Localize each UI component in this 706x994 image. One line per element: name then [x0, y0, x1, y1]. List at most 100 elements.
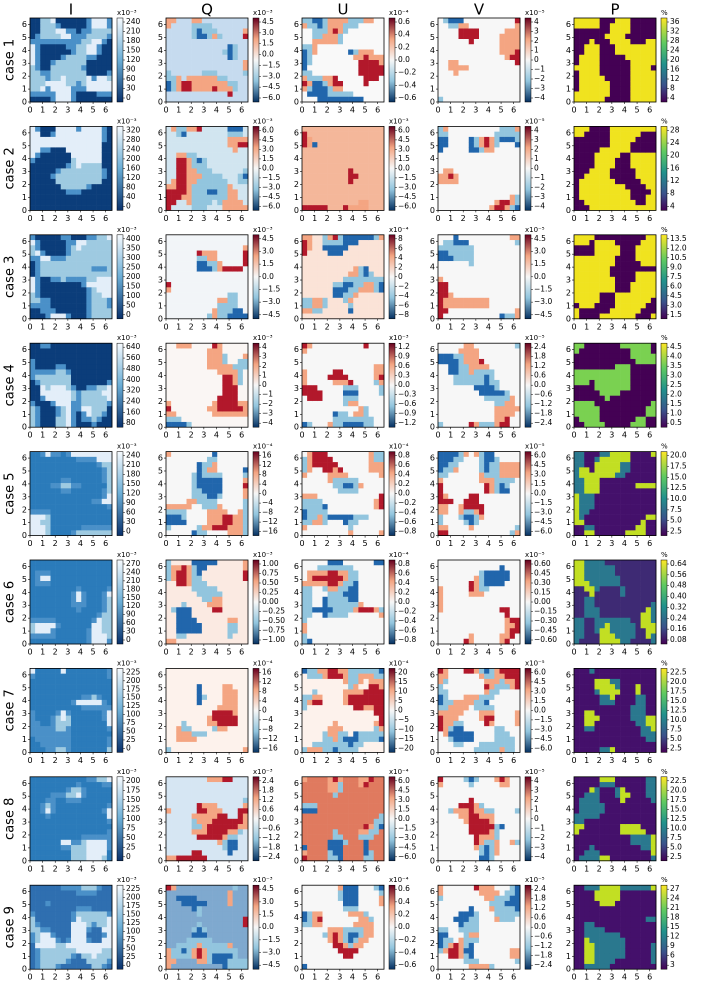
heatmap-cell [358, 23, 364, 29]
y-tick-label: 2 [294, 180, 299, 189]
heatmap-cell [191, 287, 198, 293]
heatmap-cell [640, 245, 647, 251]
heatmap-cell [514, 142, 521, 148]
heatmap-cell [348, 65, 354, 71]
colorbar-tick-label: 10.5 [670, 253, 687, 262]
heatmap-cell [232, 184, 239, 190]
heatmap-cell [373, 81, 380, 87]
heatmap-cell [237, 28, 244, 35]
heatmap-cell [312, 245, 318, 251]
heatmap-cell [438, 136, 444, 143]
heatmap-cell [176, 131, 182, 138]
heatmap-cell [171, 406, 177, 412]
heatmap-cell [473, 173, 480, 180]
heatmap-cell [473, 194, 480, 201]
heatmap-cell [176, 261, 182, 267]
heatmap-cell [504, 96, 511, 103]
heatmap-cell [589, 44, 595, 50]
heatmap-cell [599, 54, 606, 61]
heatmap-cell [176, 168, 182, 174]
heatmap-cell [317, 297, 323, 304]
heatmap-cell [166, 147, 172, 153]
heatmap-cell [579, 178, 585, 185]
heatmap-cell [91, 245, 97, 251]
heatmap-cell [353, 157, 359, 164]
heatmap-cell [579, 313, 585, 320]
heatmap-cell [604, 168, 611, 174]
heatmap-cell [196, 276, 203, 283]
heatmap-cell [650, 142, 657, 148]
x-tick-label: 6 [375, 106, 380, 115]
y-tick-label: 5 [430, 141, 435, 150]
heatmap-cell [45, 199, 51, 206]
heatmap-cell [509, 33, 516, 40]
y-tick-label: 0 [22, 423, 27, 432]
heatmap-cell [191, 245, 198, 251]
heatmap-cell [635, 65, 641, 71]
heatmap-cell [458, 44, 464, 50]
heatmap-cell [635, 152, 641, 159]
heatmap-cell [625, 178, 631, 185]
heatmap-cell [40, 343, 46, 349]
colorbar-tick-label: 60 [126, 74, 136, 83]
heatmap-cell [368, 142, 375, 148]
heatmap-cell [312, 234, 318, 241]
heatmap-cell [489, 303, 495, 309]
colorbar-tick-label: 0.0 [262, 163, 274, 172]
heatmap-cell [494, 189, 500, 195]
heatmap-cell [71, 353, 77, 360]
heatmap-cell [232, 126, 239, 132]
heatmap-cell [196, 44, 203, 50]
heatmap-cell [227, 261, 233, 267]
heatmap-cell [55, 39, 62, 45]
y-tick-label: 4 [430, 154, 435, 163]
heatmap-cell [35, 60, 41, 66]
heatmap-cell [312, 282, 318, 288]
heatmap-cell [479, 96, 485, 103]
heatmap-cell [479, 282, 485, 288]
heatmap-cell [222, 81, 228, 87]
heatmap-cell [332, 65, 339, 71]
heatmap-cell [504, 308, 511, 314]
heatmap-cell [438, 131, 444, 138]
heatmap-cell [594, 245, 600, 251]
heatmap-cell [358, 168, 364, 174]
heatmap-cell [171, 157, 177, 164]
heatmap-cell [630, 255, 636, 262]
y-tick-label: 0 [158, 98, 163, 107]
heatmap [574, 234, 657, 320]
heatmap-cell [504, 287, 511, 293]
heatmap-cell [458, 142, 464, 148]
x-tick-label: 1 [40, 431, 45, 440]
heatmap-cell [594, 173, 600, 180]
heatmap-cell [625, 205, 631, 211]
heatmap-cell [448, 44, 454, 50]
heatmap-cell [166, 400, 172, 407]
colorbar-tick-label: −3.0 [262, 71, 280, 80]
heatmap-cell [60, 308, 67, 314]
colorbar-tick-label: −6.0 [262, 201, 280, 210]
heatmap-cell [65, 385, 72, 391]
heatmap-cell [191, 421, 198, 428]
heatmap-cell [650, 147, 657, 153]
heatmap-cell [630, 60, 636, 66]
heatmap-cell [468, 168, 475, 174]
heatmap-cell [509, 194, 516, 201]
heatmap-cell [176, 416, 182, 423]
heatmap-cell [363, 49, 369, 56]
heatmap-cell [609, 54, 616, 61]
heatmap-cell [222, 152, 228, 159]
heatmap-cell [489, 65, 495, 71]
heatmap-cell [509, 49, 516, 56]
colorbar-tick-label: 8 [670, 189, 675, 198]
heatmap-cell [317, 308, 323, 314]
heatmap-cell [176, 358, 182, 365]
heatmap-cell [494, 96, 500, 103]
heatmap-cell [373, 282, 380, 288]
heatmap-cell [343, 147, 349, 153]
heatmap-cell [373, 157, 380, 164]
heatmap-cell [504, 173, 511, 180]
y-tick-label: 0 [158, 206, 163, 215]
heatmap-cell [327, 96, 334, 103]
heatmap-cell [337, 65, 344, 71]
